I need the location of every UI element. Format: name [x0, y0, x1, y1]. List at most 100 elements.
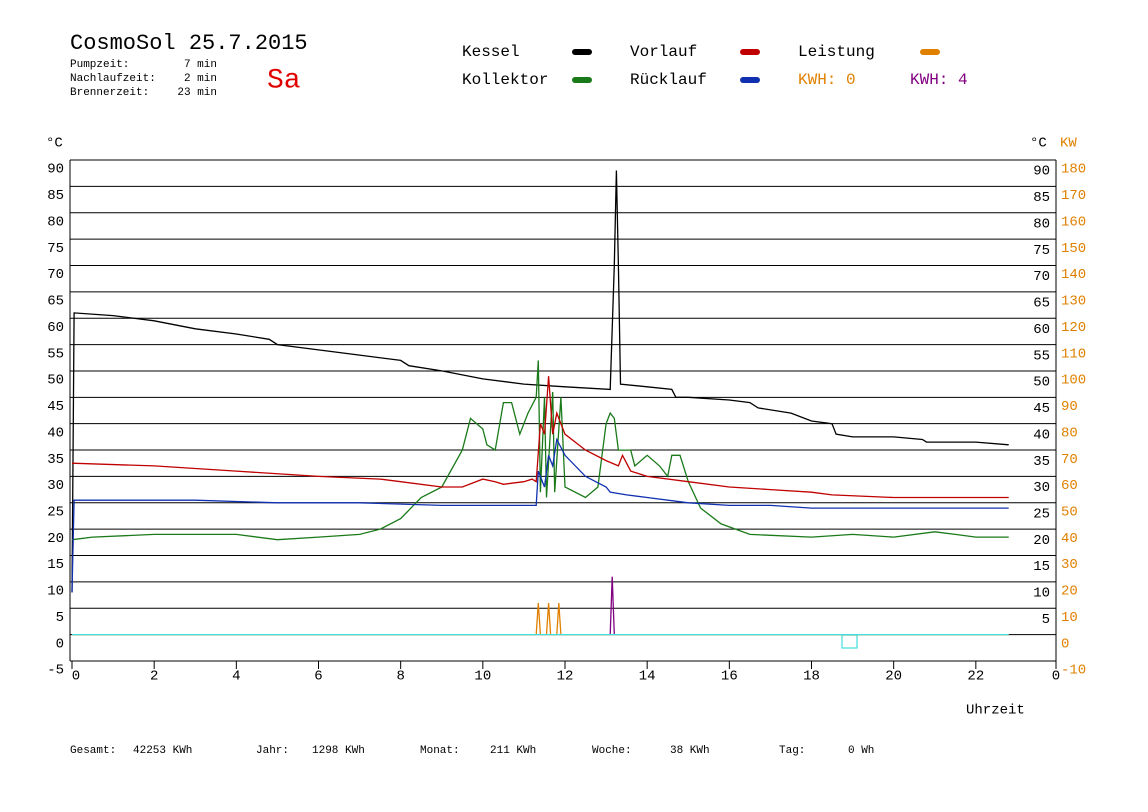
- y-tick-label: 85: [47, 188, 64, 204]
- kwh-label: KWH: 0: [798, 71, 856, 89]
- info-value: 7 min: [184, 59, 217, 71]
- day-label: Sa: [267, 65, 301, 96]
- x-tick-label: 6: [314, 669, 322, 685]
- y2-axis-label: KW: [1060, 136, 1077, 152]
- x-tick-label: 20: [885, 669, 902, 685]
- y2-tick-label: 100: [1061, 373, 1086, 389]
- y2-tick-label: 0: [1061, 636, 1069, 652]
- y-right-tick-label: 80: [1033, 216, 1050, 232]
- y2-tick-label: 120: [1061, 320, 1086, 336]
- chart-title: CosmoSol 25.7.2015: [70, 31, 308, 56]
- y2-tick-label: 30: [1061, 557, 1078, 573]
- y2-tick-label: 40: [1061, 531, 1078, 547]
- legend-label: Kessel: [462, 43, 520, 61]
- y-axis-label: °C: [46, 136, 63, 152]
- y-tick-label: 80: [47, 214, 64, 230]
- y-right-tick-label: 5: [1042, 612, 1050, 628]
- series-line: [609, 576, 615, 635]
- legend-marker: [572, 77, 592, 83]
- y2-tick-label: -10: [1061, 663, 1086, 679]
- y-right-tick-label: 50: [1033, 375, 1050, 391]
- y-right-tick-label: 30: [1033, 480, 1050, 496]
- y-tick-label: 50: [47, 373, 64, 389]
- y2-tick-label: 110: [1061, 346, 1086, 362]
- y-tick-label: 0: [56, 636, 64, 652]
- x-tick-label: 0: [72, 669, 80, 685]
- series-line: [71, 437, 1009, 593]
- y-tick-label: 45: [47, 399, 64, 415]
- y-right-tick-label: 40: [1033, 427, 1050, 443]
- y-right-tick-label: 60: [1033, 322, 1050, 338]
- footer-label: Jahr:: [256, 745, 289, 757]
- x-tick-label: 0: [1052, 669, 1060, 685]
- y-tick-label: 40: [47, 425, 64, 441]
- x-tick-label: 10: [474, 669, 491, 685]
- y2-tick-label: 70: [1061, 452, 1078, 468]
- y2-tick-label: 140: [1061, 267, 1086, 283]
- y-tick-label: 65: [47, 294, 64, 310]
- x-tick-label: 16: [721, 669, 738, 685]
- info-value: 2 min: [184, 73, 217, 85]
- footer-value: 38 KWh: [670, 745, 710, 757]
- y-tick-label: 30: [47, 478, 64, 494]
- y-tick-label: -5: [47, 663, 64, 679]
- y-tick-label: 35: [47, 452, 64, 468]
- y-right-tick-label: 15: [1033, 559, 1050, 575]
- legend-marker: [920, 49, 940, 55]
- y-tick-label: 60: [47, 320, 64, 336]
- legend-label: Vorlauf: [630, 43, 697, 61]
- series-line: [72, 602, 1009, 636]
- x-tick-label: 14: [639, 669, 656, 685]
- footer-label: Tag:: [779, 745, 805, 757]
- x-tick-label: 8: [396, 669, 404, 685]
- info-value: 23 min: [177, 87, 217, 99]
- footer-label: Gesamt:: [70, 745, 116, 757]
- legend-marker: [572, 49, 592, 55]
- series-line: [71, 170, 1009, 593]
- footer-value: 42253 KWh: [133, 745, 192, 757]
- y-right-axis-label: °C: [1030, 136, 1047, 152]
- footer-label: Monat:: [420, 745, 460, 757]
- x-tick-label: 4: [232, 669, 240, 685]
- legend-label: Rücklauf: [630, 71, 707, 89]
- x-tick-label: 22: [967, 669, 984, 685]
- y-right-tick-label: 85: [1033, 190, 1050, 206]
- kwh-label: KWH: 4: [910, 71, 968, 89]
- footer-label: Woche:: [592, 745, 632, 757]
- legend-label: Kollektor: [462, 71, 548, 89]
- footer-value: 1298 KWh: [312, 745, 365, 757]
- y2-tick-label: 160: [1061, 214, 1086, 230]
- x-axis-label: Uhrzeit: [966, 703, 1025, 719]
- y-right-tick-label: 75: [1033, 243, 1050, 259]
- y-right-tick-label: 20: [1033, 533, 1050, 549]
- y2-tick-label: 130: [1061, 294, 1086, 310]
- info-label: Nachlaufzeit:: [70, 73, 156, 85]
- info-label: Brennerzeit:: [70, 87, 149, 99]
- x-tick-label: 2: [150, 669, 158, 685]
- y2-tick-label: 170: [1061, 188, 1086, 204]
- y-right-tick-label: 25: [1033, 506, 1050, 522]
- y-tick-label: 20: [47, 531, 64, 547]
- y2-tick-label: 80: [1061, 425, 1078, 441]
- y-right-tick-label: 90: [1033, 164, 1050, 180]
- legend-marker: [740, 49, 760, 55]
- y2-tick-label: 60: [1061, 478, 1078, 494]
- y2-tick-label: 150: [1061, 241, 1086, 257]
- y-right-tick-label: 70: [1033, 269, 1050, 285]
- legend-marker: [740, 77, 760, 83]
- series-line: [71, 376, 1009, 499]
- y-right-tick-label: 45: [1033, 401, 1050, 417]
- y-tick-label: 10: [47, 584, 64, 600]
- y2-tick-label: 50: [1061, 504, 1078, 520]
- y-tick-label: 15: [47, 557, 64, 573]
- footer-value: 0 Wh: [848, 745, 874, 757]
- y-tick-label: 90: [47, 162, 64, 178]
- footer-value: 211 KWh: [490, 745, 536, 757]
- y-right-tick-label: 65: [1033, 296, 1050, 312]
- x-tick-label: 12: [557, 669, 574, 685]
- y-tick-label: 70: [47, 267, 64, 283]
- x-tick-label: 18: [803, 669, 820, 685]
